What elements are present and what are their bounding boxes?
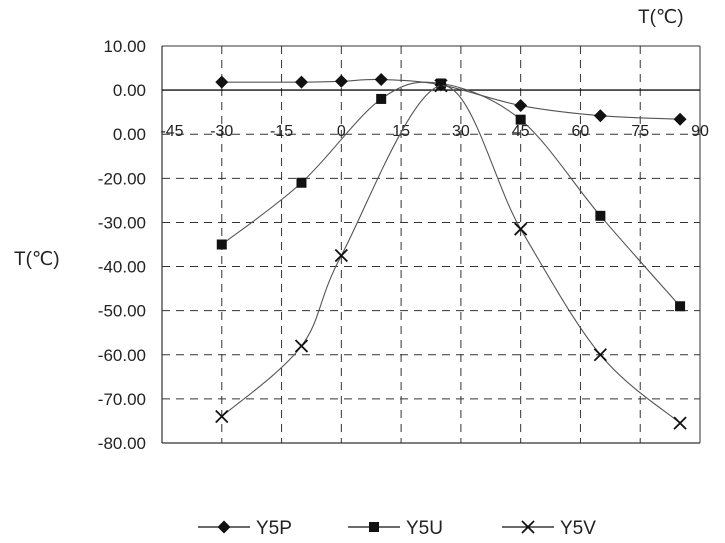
x-tick-label: 75 [631,123,649,140]
series-layer [215,73,687,430]
legend-item-y5u: Y5U [348,518,443,539]
data-point-y5p [593,109,607,123]
x-tick-label: 30 [452,123,470,140]
y-tick-labels: 10.00 0.00 0.00 -20.00 -30.00 -40.00 -50.00 -60… [98,37,146,453]
data-point-y5u [296,177,307,188]
y-tick-label: -40.00 [98,258,146,277]
y-tick-label: -50.00 [98,302,146,321]
grid [162,46,700,443]
data-point-y5p [215,75,229,89]
legend: Y5P Y5U Y5V [198,518,596,539]
data-point-y5u [216,239,227,250]
y-tick-label: 0.00 [113,81,146,100]
x-tick-label: 45 [512,123,530,140]
x-tick-labels: -45 -30 -15 0 15 30 45 60 75 90 [160,123,709,140]
series-line-y5u [221,81,681,307]
legend-label: Y5P [256,518,292,539]
x-tick-label: 90 [691,123,709,140]
legend-marker-y5p [217,520,231,534]
y-tick-label: -20.00 [98,169,146,188]
x-tick-label: -15 [270,123,293,140]
data-point-y5u [376,93,387,104]
y-tick-label: -70.00 [98,390,146,409]
data-point-y5p [334,74,348,88]
y-axis-title: T(℃) [14,249,60,270]
data-point-y5p [673,112,687,126]
data-point-y5p [294,75,308,89]
data-point-y5v [294,339,309,353]
data-point-y5u [595,210,606,221]
data-point-y5v [593,348,608,362]
x-tick-label: 0 [337,123,346,140]
x-tick-label: -30 [210,123,233,140]
legend-item-y5v: Y5V [502,518,596,539]
legend-label: Y5V [560,518,596,539]
axes [161,45,701,444]
data-point-y5p [514,99,528,113]
y-tick-label: -80.00 [98,434,146,453]
y-tick-label: -60.00 [98,346,146,365]
legend-marker-y5u [369,522,379,532]
data-point-y5v [673,416,687,430]
data-point-y5u [675,301,686,312]
data-point-y5v [334,248,348,263]
x-tick-label: 60 [572,123,590,140]
data-point-y5u [515,114,526,125]
data-point-y5p [374,73,388,87]
x-axis-title: T(℃) [638,7,684,28]
x-tick-label: -45 [160,123,183,140]
data-point-y5v [434,79,448,93]
y-tick-label: 10.00 [103,37,146,56]
data-point-y5u [435,78,446,89]
y-tick-label: 0.00 [113,125,146,144]
data-point-y5v [514,222,528,236]
y-tick-label: -30.00 [98,213,146,232]
data-point-y5v [215,409,229,424]
legend-marker-y5v [521,520,535,534]
legend-label: Y5U [406,518,443,539]
legend-item-y5p: Y5P [198,518,292,539]
